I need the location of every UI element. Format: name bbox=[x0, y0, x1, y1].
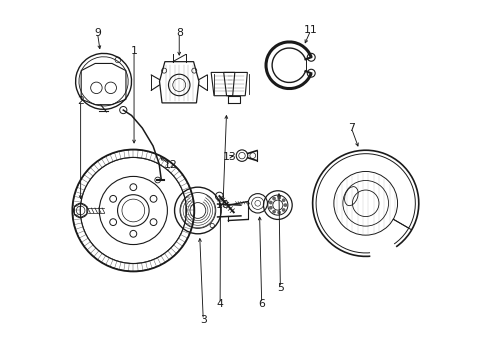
Text: 1: 1 bbox=[130, 46, 137, 56]
Circle shape bbox=[268, 201, 272, 204]
Circle shape bbox=[272, 210, 275, 213]
Circle shape bbox=[282, 199, 285, 202]
Text: 2: 2 bbox=[77, 96, 84, 106]
Text: 3: 3 bbox=[200, 315, 206, 325]
Text: 13: 13 bbox=[222, 152, 236, 162]
Circle shape bbox=[282, 208, 285, 212]
Text: 5: 5 bbox=[276, 283, 283, 293]
Circle shape bbox=[283, 203, 286, 207]
Text: 6: 6 bbox=[258, 299, 264, 309]
Circle shape bbox=[268, 206, 272, 209]
Text: 8: 8 bbox=[175, 28, 183, 38]
Text: 9: 9 bbox=[94, 28, 101, 38]
Text: 10: 10 bbox=[216, 200, 229, 210]
Text: 4: 4 bbox=[216, 299, 223, 309]
Circle shape bbox=[277, 211, 280, 214]
Circle shape bbox=[272, 197, 275, 200]
Text: 12: 12 bbox=[163, 160, 177, 170]
Circle shape bbox=[277, 196, 280, 199]
Text: 11: 11 bbox=[304, 25, 317, 35]
Text: 7: 7 bbox=[347, 123, 354, 133]
